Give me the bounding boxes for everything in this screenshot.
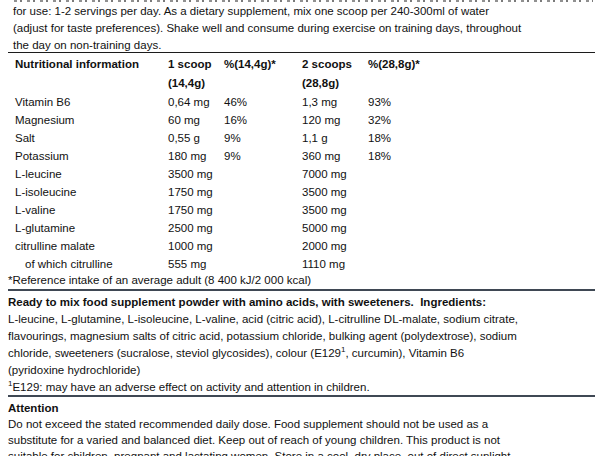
nutrient-name: Vitamin B6 xyxy=(15,93,168,111)
amount-2-scoops: 2000 mg xyxy=(302,237,368,255)
nutrient-name: L-isoleucine xyxy=(15,183,168,201)
amount-1-scoop: 60 mg xyxy=(168,111,224,129)
amount-1-scoop: 2500 mg xyxy=(168,219,224,237)
nutrition-table-header: Nutritional information 1 scoop (14,4g) … xyxy=(15,55,595,93)
nutrient-name: citrulline malate xyxy=(15,237,168,255)
reference-intake-footnote: *Reference intake of an average adult (8… xyxy=(8,273,595,288)
clipped-text-fragment xyxy=(14,0,593,2)
percent-2-scoops: 18% xyxy=(368,147,595,165)
amount-2-scoops: 7000 mg xyxy=(302,165,368,183)
amount-1-scoop: 1000 mg xyxy=(168,237,224,255)
table-row: Magnesium 60 mg 16% 120 mg 32% xyxy=(15,111,595,129)
attention-line: substitute for a varied and balanced die… xyxy=(8,432,595,448)
directions-for-use: for use: 1-2 servings per day. As a diet… xyxy=(8,3,595,54)
amount-1-scoop: 555 mg xyxy=(168,255,224,273)
table-row: Vitamin B6 0,64 mg 46% 1,3 mg 93% xyxy=(15,93,595,111)
amount-2-scoops: 3500 mg xyxy=(302,183,368,201)
amount-1-scoop: 180 mg xyxy=(168,147,224,165)
percent-1-scoop xyxy=(224,201,302,219)
nutrient-name: of which citrulline xyxy=(15,255,168,273)
nutrient-name: L-valine xyxy=(15,201,168,219)
directions-line: (adjust for taste preferences). Shake we… xyxy=(13,20,595,37)
table-row: L-valine 1750 mg 3500 mg xyxy=(15,201,595,219)
percent-2-scoops xyxy=(368,165,595,183)
header-1-scoop-line2: (14,4g) xyxy=(168,74,224,93)
attention-line: Do not exceed the stated recommended dai… xyxy=(8,416,595,432)
attention-line: suitable for children, pregnant and lact… xyxy=(8,448,595,456)
header-2-scoops-line1: 2 scoops xyxy=(302,55,368,74)
header-1-scoop-line1: 1 scoop xyxy=(168,55,224,74)
header-nutritional-information: Nutritional information xyxy=(15,55,168,93)
amount-2-scoops: 3500 mg xyxy=(302,201,368,219)
amount-1-scoop: 3500 mg xyxy=(168,165,224,183)
percent-2-scoops: 18% xyxy=(368,129,595,147)
amount-2-scoops: 360 mg xyxy=(302,147,368,165)
percent-1-scoop xyxy=(224,165,302,183)
divider-thick xyxy=(8,289,595,291)
percent-2-scoops xyxy=(368,255,595,273)
directions-line: for use: 1-2 servings per day. As a diet… xyxy=(13,3,595,20)
header-1-scoop: 1 scoop (14,4g) xyxy=(168,55,224,93)
percent-2-scoops xyxy=(368,219,595,237)
ingredients-section: Ready to mix food supplement powder with… xyxy=(8,294,595,395)
percent-1-scoop xyxy=(224,237,302,255)
amount-1-scoop: 0,55 g xyxy=(168,129,224,147)
percent-1-scoop xyxy=(224,183,302,201)
amount-2-scoops: 5000 mg xyxy=(302,219,368,237)
header-percent-2-scoops: %(28,8g)* xyxy=(368,55,595,93)
ingredients-heading: Ready to mix food supplement powder with… xyxy=(8,294,595,311)
ingredients-line: (pyridoxine hydrochloride) xyxy=(8,362,595,379)
table-row: of which citrulline 555 mg 1110 mg xyxy=(15,255,595,273)
supplement-label-page: for use: 1-2 servings per day. As a diet… xyxy=(0,0,600,456)
percent-2-scoops xyxy=(368,201,595,219)
percent-2-scoops: 93% xyxy=(368,93,595,111)
attention-section: Attention Do not exceed the stated recom… xyxy=(8,400,595,456)
table-row: L-isoleucine 1750 mg 3500 mg xyxy=(15,183,595,201)
nutrient-name: Salt xyxy=(15,129,168,147)
percent-1-scoop xyxy=(224,255,302,273)
amount-2-scoops: 1,3 mg xyxy=(302,93,368,111)
percent-2-scoops xyxy=(368,183,595,201)
table-row: citrulline malate 1000 mg 2000 mg xyxy=(15,237,595,255)
nutrition-table: Nutritional information 1 scoop (14,4g) … xyxy=(8,55,595,273)
table-row: L-leucine 3500 mg 7000 mg xyxy=(15,165,595,183)
ingredients-line-part: , curcumin), Vitamin B6 xyxy=(345,347,464,359)
percent-2-scoops xyxy=(368,237,595,255)
amount-2-scoops: 1,1 g xyxy=(302,129,368,147)
ingredients-line: flavourings, magnesium salts of citric a… xyxy=(8,328,595,345)
header-2-scoops: 2 scoops (28,8g) xyxy=(302,55,368,93)
table-row: Potassium 180 mg 9% 360 mg 18% xyxy=(15,147,595,165)
percent-1-scoop: 46% xyxy=(224,93,302,111)
percent-1-scoop xyxy=(224,219,302,237)
ingredients-line: chloride, sweeteners (sucralose, steviol… xyxy=(8,345,595,362)
table-row: L-glutamine 2500 mg 5000 mg xyxy=(15,219,595,237)
percent-1-scoop: 16% xyxy=(224,111,302,129)
nutrient-name: Magnesium xyxy=(15,111,168,129)
nutrient-name: L-glutamine xyxy=(15,219,168,237)
amount-1-scoop: 1750 mg xyxy=(168,201,224,219)
e129-footnote-text: E129: may have an adverse effect on acti… xyxy=(12,381,369,393)
amount-1-scoop: 1750 mg xyxy=(168,183,224,201)
nutrient-name: Potassium xyxy=(15,147,168,165)
percent-1-scoop: 9% xyxy=(224,147,302,165)
table-row: Salt 0,55 g 9% 1,1 g 18% xyxy=(15,129,595,147)
ingredients-line-part: chloride, sweeteners (sucralose, steviol… xyxy=(8,347,341,359)
ingredients-line: L-leucine, L-glutamine, L-isoleucine, L-… xyxy=(8,311,595,328)
e129-footnote: 1E129: may have an adverse effect on act… xyxy=(8,379,595,395)
amount-2-scoops: 1110 mg xyxy=(302,255,368,273)
header-2-scoops-line2: (28,8g) xyxy=(302,74,368,93)
nutrient-name: L-leucine xyxy=(15,165,168,183)
divider-thick xyxy=(8,395,595,397)
header-percent-1-scoop: %(14,4g)* xyxy=(224,55,302,93)
percent-1-scoop: 9% xyxy=(224,129,302,147)
amount-1-scoop: 0,64 mg xyxy=(168,93,224,111)
percent-2-scoops: 32% xyxy=(368,111,595,129)
amount-2-scoops: 120 mg xyxy=(302,111,368,129)
attention-heading: Attention xyxy=(8,400,595,416)
